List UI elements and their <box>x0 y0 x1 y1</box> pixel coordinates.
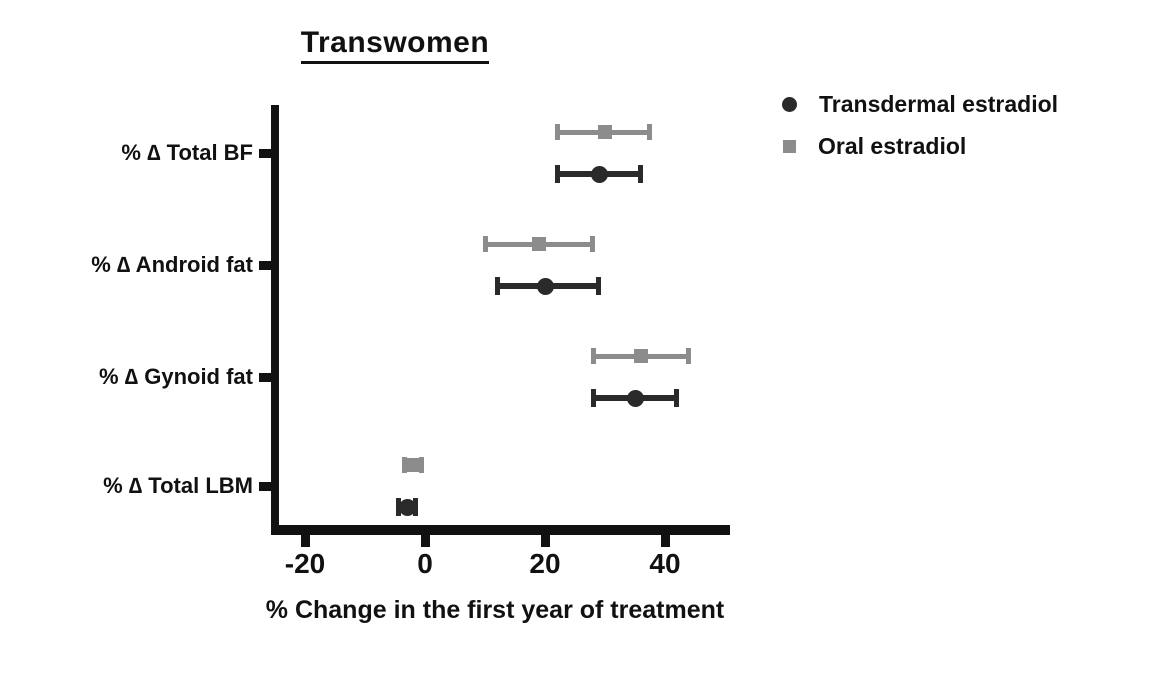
legend-entry-oral: Oral estradiol <box>782 130 1142 162</box>
y-category-label-2: % ∆ Gynoid fat <box>98 364 253 389</box>
marker-circle-transdermal-estradiol-2 <box>626 389 644 407</box>
x-tick-3 <box>660 535 670 547</box>
error-bar-cap-low-oral-estradiol-1 <box>483 236 488 252</box>
marker-circle-transdermal-estradiol-0 <box>590 165 608 183</box>
error-bar-cap-low-transdermal-estradiol-1 <box>495 277 500 295</box>
error-bar-cap-low-transdermal-estradiol-2 <box>591 389 596 407</box>
error-bar-cap-high-oral-estradiol-0 <box>647 124 652 140</box>
x-tick-0 <box>300 535 310 547</box>
error-bar-cap-low-oral-estradiol-2 <box>591 348 596 364</box>
x-tick-label-0: -20 <box>284 548 326 579</box>
error-bar-cap-high-oral-estradiol-1 <box>590 236 595 252</box>
legend-entry-transdermal: Transdermal estradiol <box>782 88 1142 120</box>
error-bar-cap-low-oral-estradiol-0 <box>555 124 560 140</box>
error-bar-cap-high-oral-estradiol-3 <box>419 457 424 473</box>
chart-title: Transwomen <box>300 26 490 64</box>
y-tick-1 <box>259 260 271 270</box>
x-tick-2 <box>540 535 550 547</box>
error-bar-cap-high-transdermal-estradiol-1 <box>596 277 601 295</box>
x-axis-title: % Change in the first year of treatment <box>265 596 725 624</box>
legend-label-transdermal: Transdermal estradiol <box>819 90 1059 117</box>
x-tick-label-2: 20 <box>529 548 561 579</box>
x-tick-1 <box>420 535 430 547</box>
error-bar-cap-high-transdermal-estradiol-3 <box>413 498 418 516</box>
marker-square-oral-estradiol-1 <box>532 237 546 251</box>
legend-label-oral: Oral estradiol <box>818 132 967 159</box>
legend: Transdermal estradiol Oral estradiol <box>782 88 1142 172</box>
x-tick-label-3: 40 <box>649 548 681 579</box>
error-bar-cap-high-oral-estradiol-2 <box>686 348 691 364</box>
legend-square-marker-icon <box>783 139 796 153</box>
error-bar-cap-low-oral-estradiol-3 <box>402 457 407 473</box>
y-axis-line <box>271 105 279 535</box>
x-tick-label-1: 0 <box>417 548 433 579</box>
marker-square-oral-estradiol-2 <box>634 349 648 363</box>
x-axis-line <box>271 525 730 535</box>
y-category-label-0: % ∆ Total BF <box>121 140 253 165</box>
error-bar-cap-low-transdermal-estradiol-0 <box>555 165 560 183</box>
marker-square-oral-estradiol-3 <box>406 458 420 472</box>
marker-circle-transdermal-estradiol-1 <box>536 277 554 295</box>
y-category-label-1: % ∆ Android fat <box>91 252 253 277</box>
chart-title-wrap: Transwomen <box>230 26 560 64</box>
y-tick-0 <box>259 148 271 158</box>
y-category-label-3: % ∆ Total LBM <box>103 473 253 498</box>
y-tick-2 <box>259 372 271 382</box>
legend-circle-marker-icon <box>782 96 797 112</box>
error-bar-cap-high-transdermal-estradiol-2 <box>674 389 679 407</box>
error-bar-cap-high-transdermal-estradiol-0 <box>638 165 643 183</box>
marker-circle-transdermal-estradiol-3 <box>398 498 416 516</box>
y-tick-3 <box>259 481 271 491</box>
marker-square-oral-estradiol-0 <box>598 125 612 139</box>
